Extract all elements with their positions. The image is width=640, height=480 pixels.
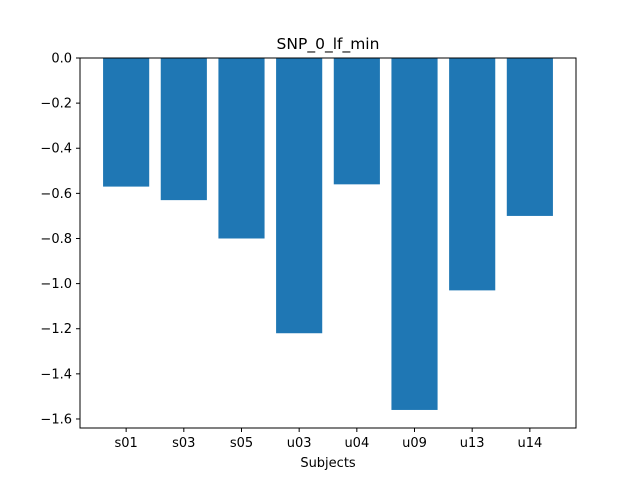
bars-group — [103, 58, 553, 410]
x-tick-label: s01 — [114, 436, 137, 451]
bar-s03 — [160, 58, 207, 201]
bar-u14 — [506, 58, 553, 216]
x-tick-label: u04 — [344, 436, 369, 451]
bar-s01 — [103, 58, 150, 187]
bar-u03 — [276, 58, 323, 334]
plot-frame — [79, 57, 577, 429]
y-tick-label: −0.2 — [40, 97, 72, 112]
bar-u13 — [449, 58, 496, 291]
x-axis-label: Subjects — [300, 456, 356, 471]
y-tick-label: −1.4 — [40, 367, 72, 382]
x-tick-label: s03 — [172, 436, 195, 451]
chart-title: SNP_0_lf_min — [277, 35, 380, 54]
x-tick-label: u14 — [517, 436, 542, 451]
y-tick-label: −0.4 — [40, 142, 72, 157]
bar-s05 — [218, 58, 265, 239]
x-tick-label: u09 — [402, 436, 427, 451]
y-tick-label: −1.2 — [40, 322, 72, 337]
y-tick-label: 0.0 — [51, 52, 72, 67]
bar-u09 — [391, 58, 438, 410]
bar-u04 — [333, 58, 380, 185]
y-tick-label: −0.6 — [40, 187, 72, 202]
y-axis-ticks: 0.0 −0.2 −0.4 −0.6 −0.8 −1.0 −1.2 −1.4 −1.6 — [40, 52, 80, 427]
x-tick-label: s05 — [230, 436, 253, 451]
x-axis-ticks: s01 s03 s05 u03 u04 u09 u13 u14 — [114, 428, 542, 451]
y-tick-label: −1.0 — [40, 277, 72, 292]
y-tick-label: −0.8 — [40, 232, 72, 247]
x-tick-label: u03 — [287, 436, 312, 451]
x-tick-label: u13 — [460, 436, 485, 451]
y-tick-label: −1.6 — [40, 412, 72, 427]
